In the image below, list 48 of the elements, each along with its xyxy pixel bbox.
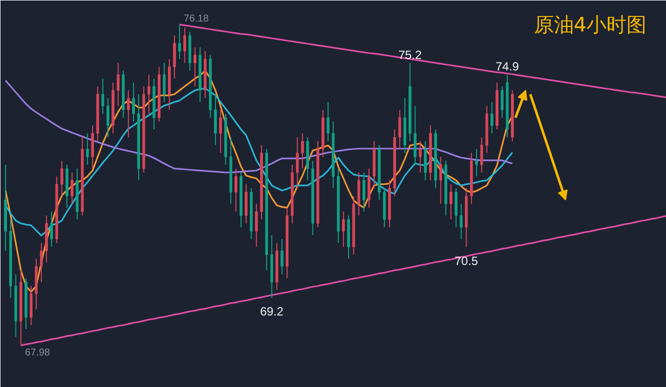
candlestick [40, 242, 43, 283]
candlestick [357, 172, 360, 216]
candlestick [454, 188, 458, 228]
candlestick [475, 148, 478, 177]
annotation: 70.5 [454, 254, 478, 268]
candlestick [60, 160, 64, 196]
candlestick [106, 98, 110, 138]
candlestick [183, 27, 186, 64]
candlestick [173, 35, 176, 80]
candlestick [490, 102, 494, 134]
candlestick [132, 82, 135, 122]
annotation: 67.98 [24, 347, 50, 358]
candlestick [296, 136, 299, 189]
candlestick [214, 94, 217, 146]
candlestick [362, 172, 366, 212]
candlestick [50, 211, 53, 248]
candlestick [147, 74, 150, 114]
candlestick [70, 172, 74, 204]
candlestick [439, 156, 442, 204]
candlestick [450, 184, 452, 220]
candlestick [178, 24, 181, 60]
candlestick [424, 140, 427, 181]
candlestick [194, 46, 196, 87]
candlestick [418, 140, 422, 173]
annotation: 76.18 [184, 14, 210, 25]
candlestick [30, 285, 33, 326]
candlestick [480, 136, 484, 173]
candlestick [326, 102, 330, 142]
candlestick [86, 132, 89, 166]
candlestick [280, 238, 284, 275]
candlestick [301, 132, 304, 170]
candlestick [101, 78, 104, 114]
candlestick [342, 211, 345, 248]
candlestick [500, 86, 504, 118]
candlestick [460, 203, 463, 240]
candlestick [368, 168, 370, 208]
chart-title: 原油4小时图 [534, 12, 647, 36]
candlestick [91, 125, 94, 170]
annotation: 74.9 [496, 60, 520, 74]
annotation: 69.2 [260, 304, 284, 319]
candlestick [414, 105, 417, 166]
annotation: 75.2 [398, 48, 422, 62]
candlestick [116, 62, 120, 106]
candlestick [126, 90, 130, 138]
candlestick [244, 184, 248, 224]
candlestick [234, 168, 238, 212]
candlestick [254, 203, 258, 248]
candlestick [219, 109, 222, 154]
